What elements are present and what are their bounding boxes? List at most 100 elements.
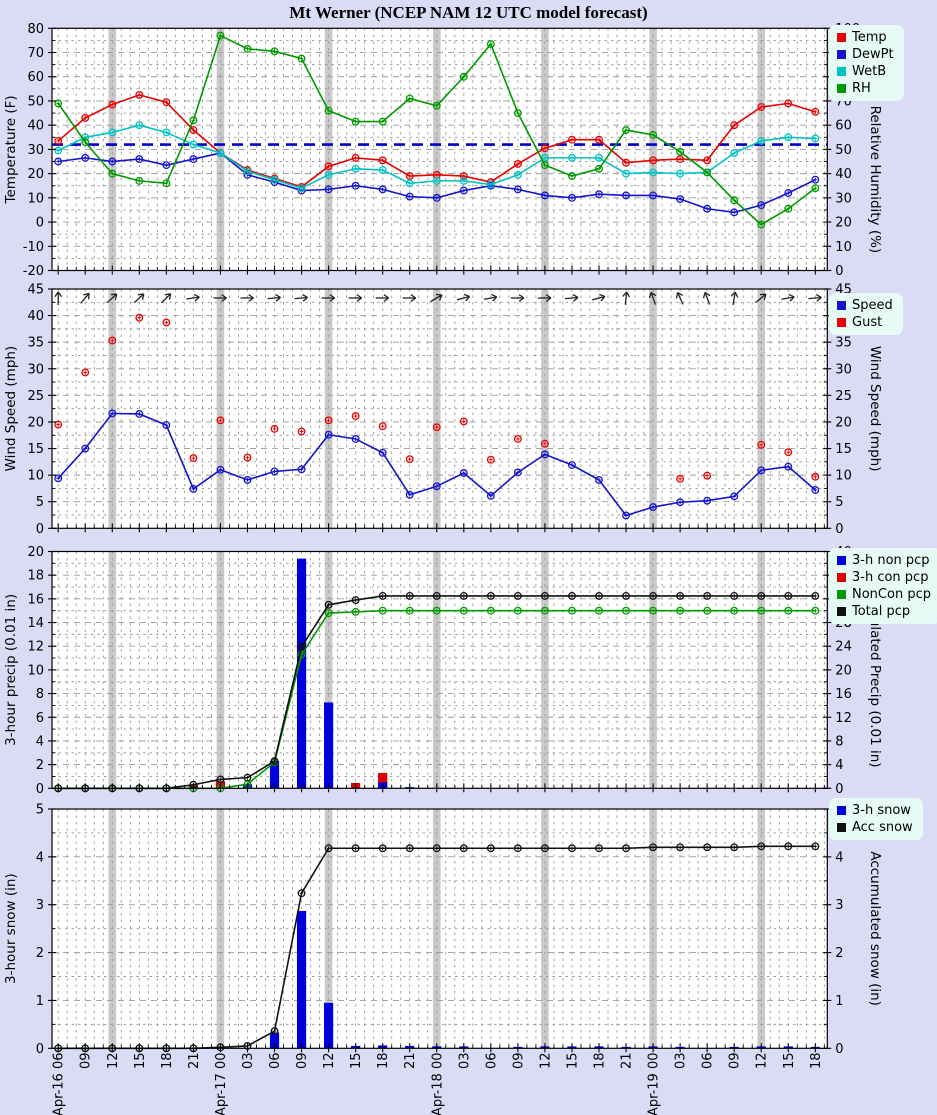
series-speed [54,409,820,520]
series-rh [54,31,820,229]
x-tick-label: Apr-18 00 [430,1053,445,1115]
wind-arrow-icon [106,293,118,304]
wind-arrow-icon [702,291,711,305]
svg-text:70: 70 [27,46,44,61]
legend-label: WetB [852,64,887,79]
legend-item: Acc snow [837,819,913,836]
wind-arrow-icon [755,293,767,303]
svg-text:20: 20 [27,415,44,430]
x-tick-label: 15 [133,1053,148,1070]
svg-text:0: 0 [36,1042,44,1057]
grid [52,551,828,789]
svg-text:16: 16 [27,592,44,607]
wind-arrow-icon [430,293,443,303]
svg-text:60: 60 [27,70,44,85]
wind-arrow-icon [564,293,579,302]
svg-text:30: 30 [27,143,44,158]
series-gust [54,313,820,483]
svg-text:0: 0 [36,522,44,537]
wind-arrow-icon [321,294,335,302]
legend-swatch-icon [837,573,846,582]
wind-arrow-icon [675,291,684,305]
svg-text:50: 50 [835,143,852,158]
svg-text:8: 8 [36,687,44,702]
right-axis-label: Relative Humidity (%) [867,106,883,254]
wind-arrow-icon [537,294,552,302]
wind-arrow-icon [348,294,363,302]
wind-arrow-icon [160,293,172,304]
legend-label: Gust [852,315,883,330]
legend-item: WetB [837,63,894,80]
x-tick-label: 18 [593,1053,608,1070]
wind-arrow-icon [730,291,739,306]
svg-text:2: 2 [36,946,44,961]
wind-arrow-icon [456,293,471,302]
wind-arrow-icon [54,291,63,305]
svg-text:4: 4 [36,734,44,749]
wind-arrow-icon [213,294,227,302]
wind-arrow-icon [133,293,145,304]
svg-text:80: 80 [27,22,44,37]
x-tick-label: 12 [322,1053,337,1070]
svg-text:10: 10 [27,191,44,206]
legend-wind: Speed Gust [829,293,903,335]
svg-text:5: 5 [36,803,44,818]
svg-text:30: 30 [835,191,852,206]
wind-arrow-icon [781,293,795,302]
x-tick-label: 03 [241,1053,256,1070]
legend-swatch-icon [837,607,846,616]
x-tick-label: 15 [782,1053,797,1070]
svg-text:14: 14 [27,616,44,631]
legend-swatch-icon [837,556,846,565]
x-tick-label: 18 [160,1053,175,1070]
svg-text:1: 1 [36,994,44,1009]
legend-swatch-icon [837,318,846,327]
svg-text:-20: -20 [23,264,44,279]
svg-text:1: 1 [835,994,843,1009]
x-tick-label: 06 [484,1053,499,1070]
right-axis-label: Accumulated snow (in) [867,851,883,1006]
svg-text:20: 20 [835,216,852,231]
wind-arrow-icon [483,293,498,302]
x-tick-label: Apr-16 06 [52,1053,67,1115]
left-axis-label: Wind Speed (mph) [3,346,19,472]
svg-text:30: 30 [27,362,44,377]
x-tick-label: Apr-19 00 [647,1053,662,1115]
svg-text:40: 40 [27,309,44,324]
x-tick-label: 06 [268,1053,283,1070]
legend-item: 3-h snow [837,802,913,819]
x-tick-label: 18 [376,1053,391,1070]
wind-arrow-icon [648,291,657,305]
wind-arrow-icon [375,294,390,302]
svg-text:35: 35 [835,336,852,351]
x-tick-label: 12 [106,1053,121,1070]
svg-text:3: 3 [36,898,44,913]
svg-text:25: 25 [27,389,44,404]
legend-label: NonCon pcp [852,587,931,602]
legend-item: Gust [837,314,893,331]
series-wetb [54,121,820,193]
x-tick-label: 09 [79,1053,94,1070]
wind-arrow-icon [186,293,200,302]
svg-text:0: 0 [36,216,44,231]
svg-text:12: 12 [835,711,852,726]
svg-text:24: 24 [835,640,852,655]
svg-text:8: 8 [835,734,843,749]
svg-text:45: 45 [27,283,44,298]
x-tick-label: 06 [701,1053,716,1070]
legend-label: RH [852,81,871,96]
svg-text:60: 60 [835,119,852,134]
svg-text:4: 4 [835,850,843,865]
legend-item: 3-h non pcp [837,552,931,569]
x-tick-label: 09 [295,1053,310,1070]
svg-text:20: 20 [27,167,44,182]
wind-arrow-icon [402,294,417,302]
svg-text:10: 10 [835,469,852,484]
x-tick-label: 21 [187,1053,202,1070]
svg-text:50: 50 [27,94,44,109]
svg-text:5: 5 [36,495,44,510]
x-tick-label: 09 [728,1053,743,1070]
legend-label: Acc snow [852,820,913,835]
panel-precipitation: 0246810121416182004812162024283236403-ho… [3,545,883,797]
x-tick-label: 21 [403,1053,418,1070]
